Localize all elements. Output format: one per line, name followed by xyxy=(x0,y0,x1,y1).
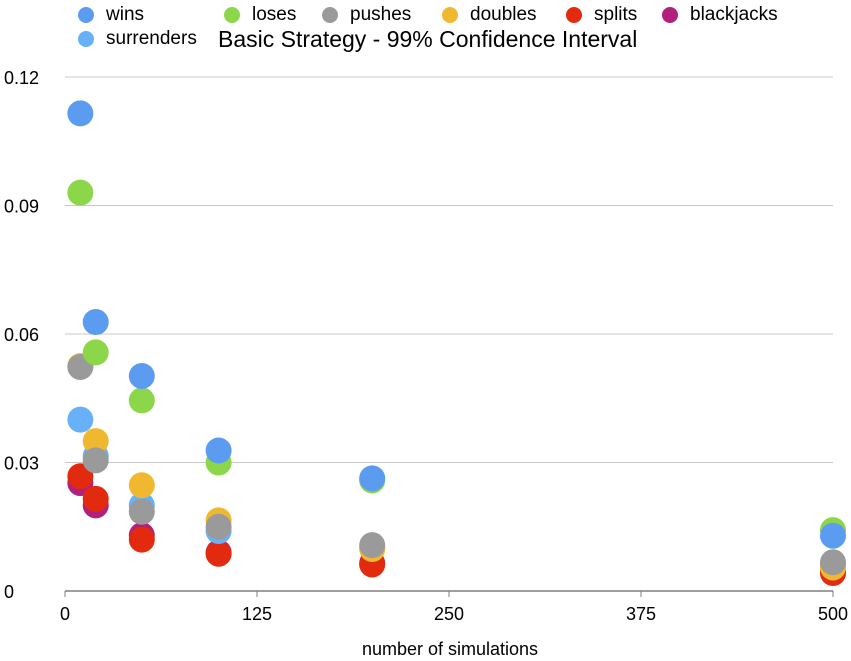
legend-item-wins: wins xyxy=(78,4,144,26)
point-doubles xyxy=(82,428,109,455)
legend-swatch xyxy=(662,7,678,23)
point-pushes xyxy=(820,549,846,576)
legend-swatch xyxy=(78,7,94,23)
point-pushes xyxy=(82,447,109,474)
legend-label: blackjacks xyxy=(690,4,778,25)
legend-swatch xyxy=(322,7,338,23)
point-pushes xyxy=(205,513,232,540)
legend-item-surrenders: surrenders xyxy=(78,28,197,50)
legend-swatch xyxy=(566,7,582,23)
y-tick-label: 0.03 xyxy=(4,454,39,474)
x-tick-label: 0 xyxy=(60,604,70,624)
y-tick-label: 0.09 xyxy=(4,197,39,217)
point-doubles xyxy=(128,472,155,499)
point-splits xyxy=(205,540,232,567)
point-pushes xyxy=(359,532,386,559)
data-points xyxy=(67,100,846,587)
legend-item-loses: loses xyxy=(224,4,296,26)
legend-item-splits: splits xyxy=(566,4,637,26)
point-pushes xyxy=(128,498,155,525)
point-loses xyxy=(82,339,109,366)
x-tick-label: 500 xyxy=(818,604,848,624)
x-tick-label: 250 xyxy=(434,604,464,624)
legend-item-pushes: pushes xyxy=(322,4,411,26)
point-wins xyxy=(67,100,94,127)
point-wins xyxy=(205,437,232,464)
point-wins xyxy=(820,522,846,549)
legend-item-blackjacks: blackjacks xyxy=(662,4,778,26)
legend-label: splits xyxy=(594,4,638,25)
axes: 0 0.03 0.06 0.09 0.12 0 125 250 375 500 xyxy=(4,68,848,624)
point-wins xyxy=(128,362,155,389)
gridlines xyxy=(65,76,833,463)
x-axis-label: number of simulations xyxy=(361,639,539,659)
point-splits xyxy=(82,485,109,512)
y-tick-label: 0.06 xyxy=(4,325,39,345)
y-tick-label: 0 xyxy=(4,582,14,602)
chart-title: Basic Strategy - 99% Confidence Interval xyxy=(218,26,638,52)
legend-label: doubles xyxy=(470,4,537,25)
x-tick-label: 375 xyxy=(626,604,656,624)
legend-label: loses xyxy=(252,4,297,25)
x-tick-label: 125 xyxy=(242,604,272,624)
legend-swatch xyxy=(442,7,458,23)
point-splits xyxy=(128,526,155,553)
legend-swatch xyxy=(78,31,94,47)
point-wins xyxy=(82,309,109,336)
legend-swatch xyxy=(224,7,240,23)
point-loses xyxy=(67,179,94,206)
y-tick-label: 0.12 xyxy=(4,68,39,88)
point-surrenders xyxy=(67,406,94,433)
legend-label: pushes xyxy=(350,4,412,25)
legend-item-doubles: doubles xyxy=(442,4,537,26)
point-wins xyxy=(359,465,386,492)
legend-label: wins xyxy=(106,4,145,25)
legend-label: surrenders xyxy=(106,28,197,49)
point-loses xyxy=(128,387,155,414)
